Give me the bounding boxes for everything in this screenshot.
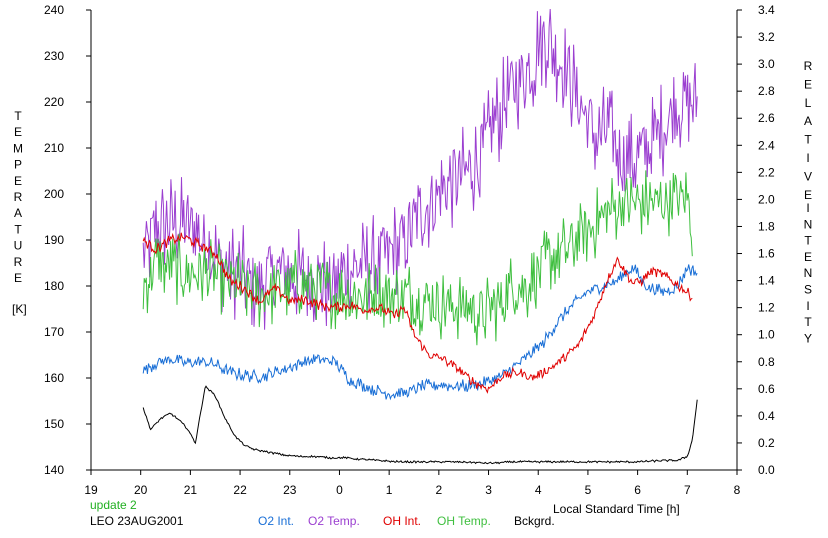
- x-tick-label: 4: [535, 483, 542, 497]
- right-axis-letter: I: [806, 151, 809, 165]
- x-tick-label: 3: [485, 483, 492, 497]
- left-axis-letter: E: [14, 125, 22, 139]
- series-line-o2-temp: [142, 8, 698, 330]
- y2-tick-label: 2.0: [758, 192, 775, 206]
- y2-tick-label: 1.6: [758, 247, 775, 261]
- right-axis-letter: T: [804, 234, 812, 248]
- y-tick-label: 160: [44, 371, 64, 385]
- legend-oh-temp: OH Temp.: [437, 514, 491, 528]
- y2-tick-label: 1.8: [758, 219, 775, 233]
- x-tick-label: 1: [386, 483, 393, 497]
- left-axis-unit: [K]: [12, 302, 27, 316]
- y2-tick-label: 0.6: [758, 382, 775, 396]
- y2-tick-label: 3.0: [758, 57, 775, 71]
- x-tick-label: 7: [684, 483, 691, 497]
- left-axis-letter: T: [14, 109, 22, 123]
- y2-tick-label: 2.8: [758, 84, 775, 98]
- x-tick-label: 0: [336, 483, 343, 497]
- plot-frame: [90, 10, 738, 471]
- right-axis-letter: T: [804, 133, 812, 147]
- x-tick-label: 5: [585, 483, 592, 497]
- left-axis-letter: A: [14, 206, 22, 220]
- x-tick-label: 20: [134, 483, 148, 497]
- legend-oh-int: OH Int.: [383, 514, 421, 528]
- x-tick-label: 8: [734, 483, 741, 497]
- left-axis-letter: M: [13, 141, 23, 155]
- right-axis-letter: I: [806, 201, 809, 215]
- y2-tick-label: 0.2: [758, 436, 775, 450]
- right-axis-letter: R: [804, 59, 813, 73]
- x-axis-label: Local Standard Time [h]: [553, 502, 680, 516]
- left-axis: 140 150 160 170 180 190 200 210 220 230 240: [44, 3, 91, 477]
- left-axis-letter: E: [14, 174, 22, 188]
- station-label: LEO 23AUG2001: [90, 514, 184, 528]
- left-axis-letter: U: [14, 239, 23, 253]
- y-tick-label: 170: [44, 325, 64, 339]
- legend-o2-temp: O2 Temp.: [308, 514, 360, 528]
- series-line-bckgrd: [142, 385, 698, 465]
- left-axis-letter: T: [14, 222, 22, 236]
- y2-tick-label: 3.4: [758, 3, 775, 17]
- y-tick-label: 180: [44, 279, 64, 293]
- x-tick-label: 21: [184, 483, 198, 497]
- x-tick-label: 22: [233, 483, 247, 497]
- y-tick-label: 240: [44, 3, 64, 17]
- y-tick-label: 140: [44, 463, 64, 477]
- right-axis-letter: L: [805, 96, 812, 110]
- series-line-oh-temp: [142, 170, 693, 346]
- series-line-o2-int: [142, 264, 698, 401]
- y2-tick-label: 0.0: [758, 463, 775, 477]
- y2-tick-label: 1.2: [758, 301, 775, 315]
- y-tick-label: 220: [44, 95, 64, 109]
- right-axis-letter: E: [804, 250, 812, 264]
- x-axis: 19 20 21 22 23 0 1 2 3 4 5 6 7 8: [84, 470, 741, 497]
- right-axis: 0.0 0.2 0.4 0.6 0.8 1.0 1.2 1.4 1.6 1.8 2.0 2.2 2.4 2…: [737, 3, 775, 477]
- y2-tick-label: 3.2: [758, 30, 775, 44]
- y-tick-label: 200: [44, 187, 64, 201]
- x-tick-label: 6: [634, 483, 641, 497]
- right-axis-letter: N: [804, 217, 813, 231]
- x-tick-label: 2: [436, 483, 443, 497]
- y2-tick-label: 1.4: [758, 274, 775, 288]
- y2-tick-label: 2.4: [758, 138, 775, 152]
- x-tick-label: 23: [283, 483, 297, 497]
- right-axis-letter: E: [804, 77, 812, 91]
- right-axis-letter: T: [804, 315, 812, 329]
- legend-bckgrd: Bckgrd.: [514, 514, 555, 528]
- right-axis-letter: S: [804, 283, 812, 297]
- y-tick-label: 190: [44, 233, 64, 247]
- y2-tick-label: 2.2: [758, 165, 775, 179]
- right-axis-letter: Y: [804, 331, 812, 345]
- y-tick-label: 210: [44, 141, 64, 155]
- left-axis-letter: E: [14, 271, 22, 285]
- y-tick-label: 150: [44, 417, 64, 431]
- right-axis-letter: A: [804, 114, 812, 128]
- series-line-oh-int: [142, 232, 693, 394]
- status-text: update 2: [90, 498, 137, 512]
- right-axis-letter: E: [804, 188, 812, 202]
- left-axis-letter: P: [14, 158, 22, 172]
- right-axis-letter: I: [806, 299, 809, 313]
- y2-tick-label: 0.8: [758, 355, 775, 369]
- left-axis-letter: R: [14, 190, 23, 204]
- left-axis-letter: R: [14, 255, 23, 269]
- right-axis-letter: V: [804, 169, 812, 183]
- y2-tick-label: 0.4: [758, 409, 775, 423]
- y2-tick-label: 1.0: [758, 328, 775, 342]
- series-layer: [142, 8, 698, 465]
- right-axis-letter: N: [804, 266, 813, 280]
- y2-tick-label: 2.6: [758, 111, 775, 125]
- x-tick-label: 19: [84, 483, 98, 497]
- y-tick-label: 230: [44, 49, 64, 63]
- legend-o2-int: O2 Int.: [258, 514, 294, 528]
